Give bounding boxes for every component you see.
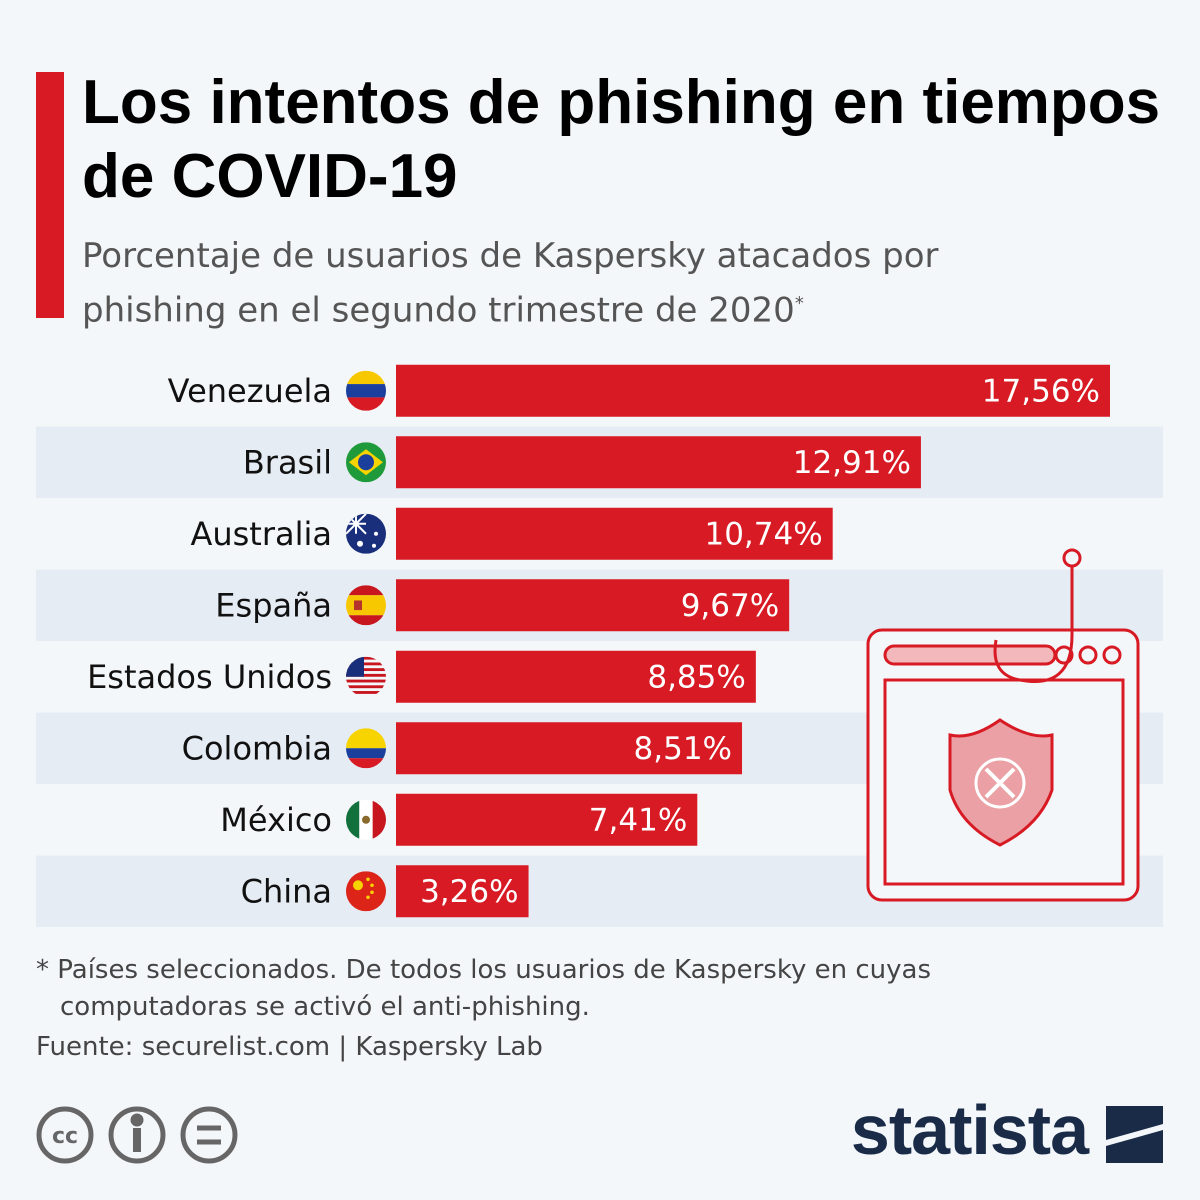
flag-part xyxy=(346,656,386,660)
flag-part xyxy=(366,877,370,882)
flag-part xyxy=(346,685,386,689)
flag-part xyxy=(346,384,386,398)
footnote: * Países seleccionados. De todos los usu… xyxy=(36,955,932,1022)
flag-part xyxy=(346,656,364,677)
flag-part xyxy=(362,815,370,824)
flag-part xyxy=(346,758,386,769)
flag-part xyxy=(346,728,386,749)
value-label: 3,26% xyxy=(420,874,518,910)
flag-part xyxy=(370,890,374,895)
flag-part xyxy=(346,748,386,759)
bar xyxy=(396,650,756,703)
brand: statista xyxy=(850,1091,1089,1169)
bar xyxy=(396,507,833,560)
flag-part xyxy=(366,895,370,900)
flag-part xyxy=(370,883,374,888)
category-label: Estados Unidos xyxy=(87,658,332,696)
flag-part xyxy=(346,397,386,411)
flag-part xyxy=(346,871,386,912)
bar xyxy=(396,436,921,489)
value-label: 7,41% xyxy=(589,802,687,838)
flag xyxy=(346,513,386,554)
category-label: Brasil xyxy=(243,443,332,481)
subtitle-mark: * xyxy=(794,293,804,314)
category-label: España xyxy=(215,586,332,624)
title-accent xyxy=(36,72,64,318)
value-label: 10,74% xyxy=(704,516,822,552)
bar xyxy=(396,579,790,632)
subtitle-text: Porcentaje de usuarios de Kaspersky atac… xyxy=(82,236,939,331)
value-label: 8,85% xyxy=(647,659,745,695)
flag xyxy=(346,585,386,626)
brand-logo xyxy=(1106,1106,1163,1163)
category-label: Venezuela xyxy=(168,372,332,410)
flag-part xyxy=(346,691,386,694)
flag-part xyxy=(346,513,367,535)
flag-part xyxy=(346,679,386,683)
bar xyxy=(396,722,743,775)
flag-part xyxy=(354,600,362,611)
phishing-illustration xyxy=(866,548,1140,902)
flag xyxy=(346,728,386,769)
source: Fuente: securelist.com | Kaspersky Lab xyxy=(36,1032,543,1062)
value-label: 8,51% xyxy=(634,731,732,767)
flag-part xyxy=(372,543,376,548)
category-label: China xyxy=(241,872,332,910)
flag-part xyxy=(372,799,386,840)
flag-part xyxy=(353,880,363,891)
flag xyxy=(346,799,386,840)
license-icons: cc xyxy=(36,1106,238,1164)
bar xyxy=(396,865,529,918)
flag-part xyxy=(346,370,386,385)
flag-part xyxy=(358,454,374,471)
chart-subtitle: Porcentaje de usuarios de Kaspersky atac… xyxy=(82,232,952,334)
rows: Venezuela 17,56% Brasil 12,91% Australia 10,7… xyxy=(36,364,1163,927)
flag-part xyxy=(346,673,386,677)
category-label: México xyxy=(220,801,332,839)
flag xyxy=(346,442,386,483)
flag-part xyxy=(346,799,360,840)
value-label: 17,56% xyxy=(982,373,1100,409)
flag xyxy=(346,871,386,912)
flag xyxy=(346,656,386,694)
category-label: Colombia xyxy=(182,729,332,767)
flag-part xyxy=(346,595,386,616)
flag-part xyxy=(346,668,386,672)
flag-part xyxy=(357,540,363,547)
value-label: 12,91% xyxy=(793,445,911,481)
flag-part xyxy=(374,531,378,536)
category-label: Australia xyxy=(190,515,332,553)
svg-text:cc: cc xyxy=(52,1124,78,1149)
chart-title: Los intentos de phishing en tiempos de C… xyxy=(82,68,1161,211)
bar xyxy=(396,364,1110,417)
flag-part xyxy=(346,615,386,626)
bar xyxy=(396,793,698,846)
flag xyxy=(346,370,386,411)
flag-part xyxy=(346,662,386,666)
value-label: 9,67% xyxy=(681,588,779,624)
flag-part xyxy=(346,585,386,596)
